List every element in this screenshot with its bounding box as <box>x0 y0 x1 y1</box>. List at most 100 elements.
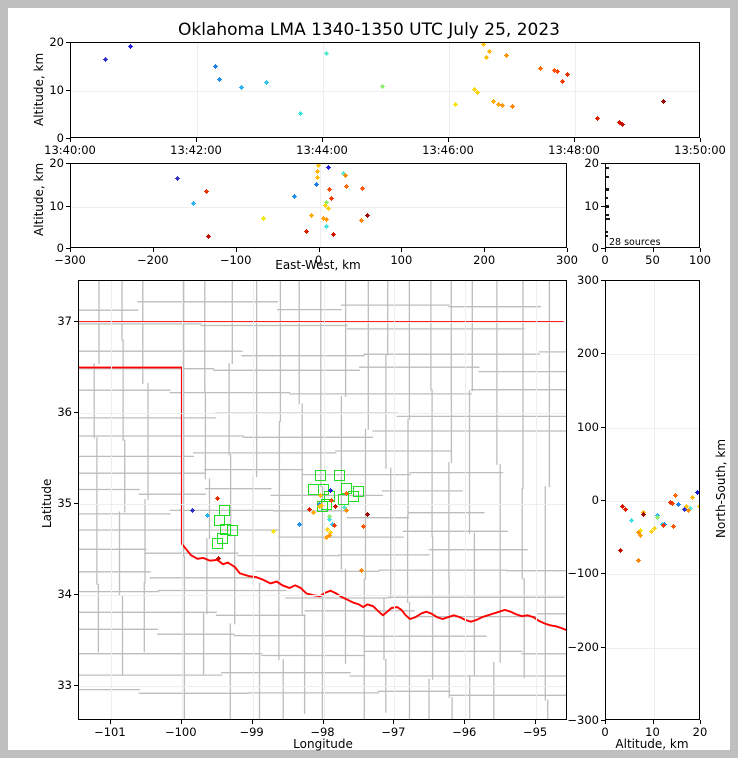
tick-label-x: 13:42:00 <box>170 143 222 157</box>
gridline-horizontal <box>606 574 699 576</box>
lma-station-marker <box>347 491 359 503</box>
tick-label-y: −100 <box>567 566 599 581</box>
histogram-bar <box>606 167 609 170</box>
source-point <box>263 79 269 85</box>
source-point <box>206 233 211 239</box>
source-point <box>333 503 339 509</box>
tick-label-y: 33 <box>57 678 72 693</box>
gridline-vertical <box>653 281 655 719</box>
tick-mark-x <box>535 720 537 724</box>
histogram-bar <box>606 175 609 178</box>
source-point <box>303 228 309 234</box>
tick-label-x: 100 <box>390 253 413 267</box>
source-point <box>620 504 626 510</box>
source-point <box>214 496 220 502</box>
source-point <box>487 48 493 54</box>
source-point <box>500 103 506 109</box>
source-point <box>495 101 501 107</box>
source-point <box>328 529 334 535</box>
tick-mark-y <box>601 426 605 428</box>
map-geography-svg <box>79 281 566 719</box>
source-point <box>298 110 304 116</box>
source-point <box>670 524 676 530</box>
tick-label-x: 13:48:00 <box>548 143 600 157</box>
source-point <box>204 189 210 195</box>
figure-title: Oklahoma LMA 1340-1350 UTC July 25, 2023 <box>178 20 560 40</box>
gridline-vertical <box>319 164 321 247</box>
gridline-horizontal <box>79 413 566 415</box>
tick-label-x: −200 <box>137 253 169 267</box>
source-point <box>474 90 480 96</box>
source-point <box>484 55 490 61</box>
tick-label-y: 0 <box>56 131 64 145</box>
source-point <box>637 532 643 538</box>
tick-label-x: 0 <box>314 253 323 267</box>
tick-mark-x <box>70 138 71 142</box>
gridline-horizontal <box>79 595 566 597</box>
source-point <box>342 172 348 178</box>
tick-label-y: 100 <box>577 419 599 434</box>
tick-mark-x <box>700 248 701 252</box>
state-border-red-river <box>180 542 566 631</box>
tick-mark-y <box>66 42 70 43</box>
tick-mark-y <box>601 280 605 281</box>
tick-mark-x <box>196 138 197 142</box>
source-point <box>504 53 510 59</box>
source-point <box>314 174 320 180</box>
source-point <box>359 217 365 223</box>
tick-mark-x <box>70 248 71 252</box>
panel-altitude-histogram <box>605 163 700 248</box>
tick-mark-x <box>700 720 701 724</box>
tick-label-x: −96 <box>452 725 477 739</box>
gridline-horizontal <box>606 427 699 429</box>
tick-mark-y <box>74 320 78 322</box>
source-point <box>331 522 337 528</box>
panel-map <box>78 280 567 720</box>
gridline-horizontal <box>606 647 699 649</box>
source-point <box>649 528 655 534</box>
tick-mark-y <box>601 573 605 575</box>
tick-mark-x <box>652 720 654 724</box>
tick-label-x: 13:46:00 <box>422 143 474 157</box>
tick-label-x: 200 <box>473 253 496 267</box>
source-point <box>635 557 641 563</box>
tick-label-y: 0 <box>591 241 599 255</box>
axis-label-north-south: North-South, km <box>714 438 728 538</box>
tick-label-x: 13:40:00 <box>44 143 96 157</box>
source-point <box>321 215 327 221</box>
tick-mark-x <box>180 720 182 724</box>
source-point <box>292 193 298 199</box>
gridline-vertical <box>575 43 576 137</box>
source-point <box>343 184 349 190</box>
lma-station-marker <box>318 484 329 496</box>
tick-label-y: 20 <box>49 156 64 170</box>
panel-time-vs-altitude <box>70 42 700 138</box>
source-point <box>682 507 688 513</box>
source-count-annotation: 28 sources <box>609 237 661 248</box>
tick-mark-x <box>605 720 606 724</box>
tick-mark-x <box>605 248 606 252</box>
tick-label-y: 34 <box>57 587 72 602</box>
tick-mark-y <box>66 205 70 207</box>
source-point <box>629 517 635 523</box>
source-point <box>103 56 109 62</box>
plot-area-ns-altitude <box>606 281 699 719</box>
tick-label-x: −95 <box>522 725 548 739</box>
axis-label-altitude-panel2: Altitude, km <box>32 162 46 236</box>
lma-station-marker <box>316 501 328 513</box>
source-point <box>326 164 332 170</box>
tick-label-y: 10 <box>49 83 64 97</box>
source-point <box>623 507 629 513</box>
source-point <box>655 515 661 521</box>
source-point <box>652 526 658 532</box>
gridline-horizontal <box>71 206 566 208</box>
source-point <box>296 521 302 527</box>
tick-label-x: 13:50:00 <box>674 143 726 157</box>
tick-mark-x <box>393 720 395 724</box>
source-point <box>326 186 332 192</box>
source-point <box>365 212 371 218</box>
source-point <box>694 489 699 495</box>
lma-station-marker <box>227 525 239 537</box>
source-point <box>260 215 266 221</box>
gridline-vertical <box>536 281 538 719</box>
